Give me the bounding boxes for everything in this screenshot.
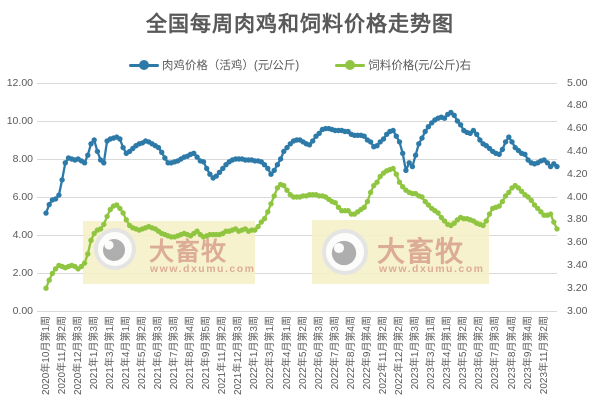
- y-axis-label-right: 3.00: [567, 304, 588, 317]
- watermark-url-text: www.dxumu.com: [150, 263, 256, 275]
- x-axis-label: 2021年9月第5周: [201, 316, 213, 390]
- legend-item-broiler-price: 肉鸡价格（活鸡）(元/公斤): [128, 57, 300, 73]
- y-axis-label-left: 4.00: [12, 228, 33, 241]
- x-axis-label: 2022年1月第3周: [249, 316, 261, 390]
- x-axis-label: 2022年7月第3周: [329, 316, 341, 390]
- x-axis-label: 2023年9月第4周: [522, 316, 534, 390]
- x-axis-label: 2023年3月第1周: [426, 316, 438, 390]
- line-marker-icon: [335, 60, 366, 70]
- y-axis-label-left: 6.00: [12, 190, 33, 203]
- x-axis-label: 2023年4月第1周: [442, 316, 454, 390]
- y-axis-label-right: 3.20: [567, 281, 588, 294]
- x-axis-label: 2020年11月第2周: [56, 316, 68, 395]
- x-axis-label: 2022年8月第4周: [345, 316, 357, 390]
- watermark-url-text: www.dxumu.com: [379, 263, 485, 275]
- y-axis-label-right: 3.60: [567, 236, 588, 249]
- x-axis-label: 2021年5月第2周: [136, 316, 148, 390]
- y-axis-label-right: 4.80: [567, 99, 588, 112]
- gridline: [37, 311, 557, 312]
- x-axis-label: 2023年11月第2周: [538, 316, 550, 395]
- y-axis-label-right: 4.00: [567, 190, 588, 203]
- y-axis-label-right: 5.00: [567, 76, 588, 89]
- legend-item-feed-price: 饲料价格(元/公斤)右: [335, 57, 471, 73]
- line-marker-icon: [128, 60, 159, 70]
- y-axis-label-right: 3.80: [567, 213, 588, 226]
- x-axis-label: 2023年1月第3周: [410, 316, 422, 390]
- x-axis-label: 2022年5月第2周: [297, 316, 309, 390]
- x-axis-label: 2021年4月第1周: [120, 316, 132, 390]
- y-axis-label-right: 4.60: [567, 122, 588, 135]
- y-axis-label-right: 4.40: [567, 144, 588, 157]
- x-axis-label: 2023年5月第2周: [458, 316, 470, 390]
- x-axis-label: 2022年11月第2周: [377, 316, 389, 395]
- legend-label: 饲料价格(元/公斤)右: [368, 60, 472, 72]
- x-axis-label: 2020年12月第3周: [72, 316, 84, 395]
- y-axis-label-left: 12.00: [6, 76, 33, 89]
- legend-label: 肉鸡价格（活鸡）(元/公斤): [161, 60, 300, 72]
- y-axis-label-left: 10.00: [6, 114, 33, 127]
- x-axis-label: 2023年8月第4周: [506, 316, 518, 390]
- x-axis-label: 2021年11月第2周: [217, 316, 229, 395]
- x-axis-label: 2021年12月第3周: [233, 316, 245, 395]
- chart-legend: 肉鸡价格（活鸡）(元/公斤) 饲料价格(元/公斤)右: [0, 57, 600, 73]
- y-axis-label-left: 2.00: [12, 266, 33, 279]
- y-axis-label-left: 8.00: [12, 152, 33, 165]
- x-axis-label: 2023年7月第3周: [490, 316, 502, 390]
- x-axis-label: 2020年10月第1周: [40, 316, 52, 395]
- gridline: [37, 83, 557, 84]
- x-axis-label: 2022年4月第1周: [281, 316, 293, 390]
- x-axis-label: 2021年6月第3周: [152, 316, 164, 390]
- x-axis-label: 2021年7月第3周: [169, 316, 181, 390]
- y-axis-label-left: 0.00: [12, 304, 33, 317]
- x-axis-label: 2023年6月第2周: [474, 316, 486, 390]
- x-axis-label: 2022年9月第4周: [361, 316, 373, 390]
- x-axis-label: 2022年12月第2周: [394, 316, 406, 395]
- x-axis-label: 2021年8月第4周: [185, 316, 197, 390]
- x-axis-label: 2021年1月第3周: [88, 316, 100, 390]
- y-axis-label-right: 3.40: [567, 258, 588, 271]
- x-axis-label: 2022年6月第3周: [313, 316, 325, 390]
- y-axis-label-right: 4.20: [567, 167, 588, 180]
- x-axis-label: 2021年3月第1周: [104, 316, 116, 390]
- chart-title: 全国每周肉鸡和饲料价格走势图: [146, 13, 454, 36]
- x-axis-label: 2022年3月第1周: [265, 316, 277, 390]
